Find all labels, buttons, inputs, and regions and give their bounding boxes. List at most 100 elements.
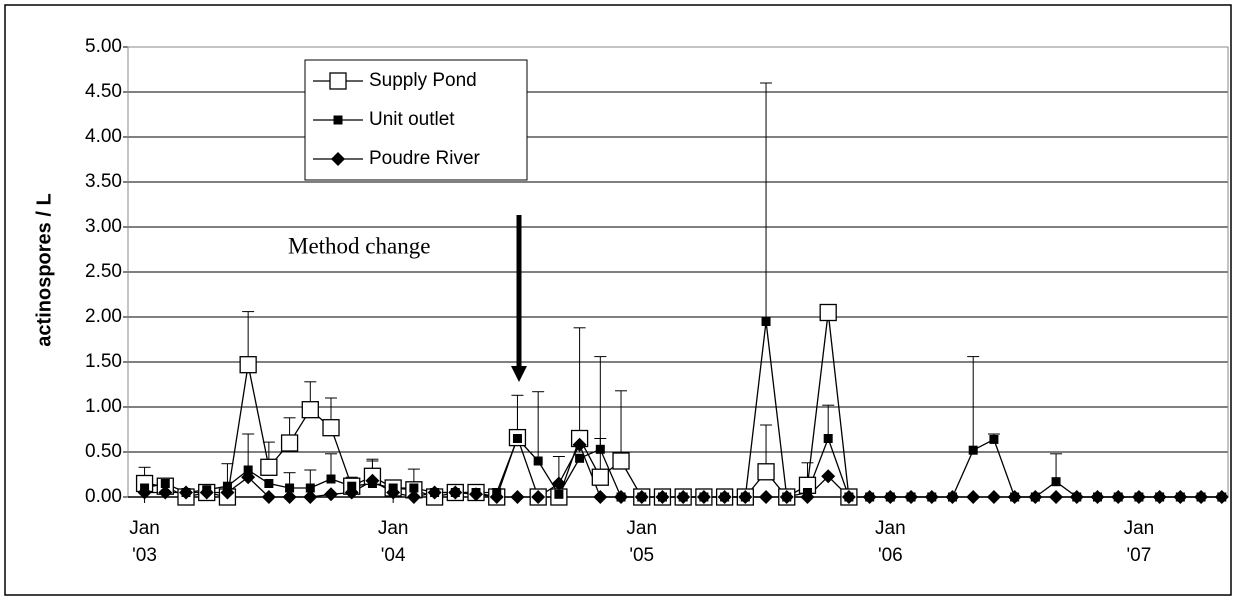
- marker: [264, 479, 274, 488]
- legend-label: Poudre River: [369, 148, 481, 169]
- y-tick-label: 3.00: [85, 216, 122, 237]
- marker: [841, 490, 856, 504]
- y-tick-label: 3.50: [85, 171, 122, 192]
- x-tick-label: Jan '05: [626, 518, 658, 566]
- marker: [1173, 490, 1188, 504]
- y-axis-label: actinospores / L: [33, 193, 55, 346]
- marker: [759, 490, 774, 504]
- marker: [612, 452, 630, 470]
- marker: [924, 490, 939, 504]
- marker: [595, 444, 605, 454]
- y-tick-label: 2.00: [85, 306, 122, 327]
- y-tick-label: 5.00: [85, 36, 122, 57]
- marker: [489, 490, 504, 504]
- arrow-head: [511, 366, 527, 382]
- marker: [655, 490, 670, 504]
- marker: [326, 474, 336, 484]
- marker: [821, 469, 836, 484]
- marker: [260, 458, 278, 476]
- marker: [261, 490, 276, 504]
- marker: [738, 490, 753, 504]
- marker: [575, 453, 585, 463]
- marker: [303, 490, 318, 504]
- marker: [448, 485, 463, 500]
- marker: [1051, 477, 1061, 487]
- marker: [386, 485, 401, 500]
- marker: [1069, 490, 1084, 504]
- marker: [280, 434, 299, 452]
- marker: [1194, 490, 1209, 504]
- legend-label: Supply Pond: [369, 70, 477, 91]
- marker: [676, 490, 691, 504]
- marker: [593, 490, 608, 504]
- marker: [551, 476, 566, 491]
- marker: [1049, 490, 1064, 504]
- marker: [160, 479, 170, 488]
- marker: [1131, 490, 1146, 504]
- marker: [406, 490, 421, 504]
- marker: [510, 490, 525, 504]
- marker: [757, 463, 775, 481]
- marker: [241, 470, 256, 485]
- marker: [285, 483, 295, 493]
- y-tick-label: 0.50: [85, 441, 122, 462]
- marker: [761, 317, 771, 326]
- marker: [239, 356, 257, 374]
- marker: [243, 465, 253, 475]
- marker: [199, 485, 214, 500]
- marker: [365, 473, 380, 488]
- marker: [324, 487, 339, 502]
- marker: [554, 489, 564, 499]
- marker: [1152, 490, 1167, 504]
- marker: [800, 490, 815, 504]
- marker: [1028, 490, 1043, 504]
- marker: [322, 419, 340, 437]
- marker: [862, 490, 877, 504]
- marker: [572, 437, 587, 452]
- y-tick-label: 2.50: [85, 261, 122, 282]
- marker: [137, 485, 152, 500]
- marker: [220, 485, 235, 500]
- marker: [427, 485, 442, 500]
- annotation: Method change: [288, 233, 430, 258]
- marker: [634, 490, 649, 504]
- marker: [158, 485, 173, 500]
- x-tick-label: Jan '04: [377, 518, 409, 566]
- x-tick-label: Jan '07: [1123, 518, 1155, 566]
- y-tick-label: 4.00: [85, 126, 122, 147]
- marker: [779, 490, 794, 504]
- marker: [986, 490, 1001, 504]
- marker: [1214, 490, 1229, 504]
- marker: [904, 490, 919, 504]
- marker: [819, 303, 837, 322]
- marker: [533, 456, 543, 466]
- marker: [696, 490, 711, 504]
- legend-label: Unit outlet: [369, 109, 455, 130]
- marker: [305, 483, 315, 493]
- marker: [301, 401, 319, 419]
- marker: [469, 487, 484, 502]
- marker: [1111, 490, 1126, 504]
- marker: [883, 490, 898, 504]
- legend-marker: [333, 115, 343, 125]
- marker: [1090, 490, 1105, 504]
- marker: [282, 490, 297, 504]
- y-tick-label: 0.00: [85, 486, 122, 507]
- marker: [823, 434, 833, 443]
- marker: [989, 434, 999, 444]
- marker: [614, 490, 629, 504]
- x-tick-label: Jan '06: [875, 518, 906, 566]
- marker: [344, 485, 359, 500]
- marker: [591, 468, 609, 486]
- marker: [945, 490, 960, 504]
- marker: [512, 434, 522, 443]
- y-tick-label: 1.50: [85, 351, 122, 372]
- marker: [409, 483, 419, 493]
- marker: [531, 490, 546, 504]
- marker: [717, 490, 732, 504]
- y-tick-label: 4.50: [85, 81, 122, 102]
- marker: [179, 485, 194, 500]
- legend-marker: [329, 72, 347, 90]
